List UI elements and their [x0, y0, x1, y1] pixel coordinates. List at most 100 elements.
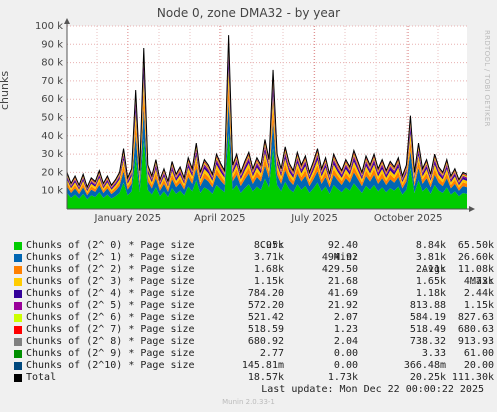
- value-min: 21.92: [327, 300, 358, 311]
- y-tick-label: 50 k: [41, 113, 63, 124]
- value-max: 680.63: [457, 324, 494, 335]
- legend-row: Total 18.57k 1.73k 20.25k 111.30k: [14, 372, 494, 384]
- legend-row: Chunks of (2^10) * Page size 145.81m 0.00 3…: [14, 360, 494, 372]
- legend-swatch: [14, 374, 22, 382]
- y-tick-label: 70 k: [41, 76, 63, 87]
- legend-row: Chunks of (2^ 9) * Page size 2.77 0.00 3.33…: [14, 348, 494, 360]
- legend-row: Chunks of (2^ 1) * Page size 3.71k 494.92 3…: [14, 252, 494, 264]
- x-tick-label: April 2025: [194, 213, 245, 224]
- y-tick-label: 30 k: [41, 149, 63, 160]
- value-avg: 3.33: [421, 348, 446, 359]
- value-min: 0.00: [333, 348, 358, 359]
- legend: Cur: Min: Avg: Max: Chunks of (2^ 0) * P…: [14, 228, 494, 384]
- value-avg: 813.88: [409, 300, 446, 311]
- series-name: Chunks of (2^ 5) * Page size: [26, 300, 195, 311]
- x-axis-arrow: [469, 206, 475, 212]
- header-cur: Cur:: [259, 240, 284, 251]
- series-area: [67, 133, 467, 209]
- x-tick-label: July 2025: [290, 213, 338, 224]
- header-min: Min:: [333, 252, 358, 263]
- series-name: Chunks of (2^ 2) * Page size: [26, 264, 195, 275]
- series-name: Total: [26, 372, 57, 383]
- legend-row: Chunks of (2^ 5) * Page size 572.20 21.92 8…: [14, 300, 494, 312]
- value-cur: 518.59: [247, 324, 284, 335]
- value-avg: 20.25k: [409, 372, 446, 383]
- y-tick-label: 20 k: [41, 167, 63, 178]
- series-name: Chunks of (2^10) * Page size: [26, 360, 195, 371]
- value-min: 21.68: [327, 276, 358, 287]
- value-cur: 18.57k: [247, 372, 284, 383]
- value-max: 827.63: [457, 312, 494, 323]
- series-name: Chunks of (2^ 9) * Page size: [26, 348, 195, 359]
- series-name: Chunks of (2^ 1) * Page size: [26, 252, 195, 263]
- y-axis-arrow: [64, 18, 70, 24]
- legend-row: Chunks of (2^ 3) * Page size 1.15k 21.68 1.…: [14, 276, 494, 288]
- plot-area: 10 k 20 k 30 k 40 k 50 k 60 k 70 k 80 k 90 k 100 …: [35, 18, 475, 224]
- series-area: [67, 100, 467, 200]
- value-avg: 8.84k: [415, 240, 446, 251]
- legend-swatch: [14, 278, 22, 286]
- value-min: 1.73k: [327, 372, 358, 383]
- value-avg: 3.81k: [415, 252, 446, 263]
- series-name: Chunks of (2^ 6) * Page size: [26, 312, 195, 323]
- legend-row: Chunks of (2^ 4) * Page size 784.20 41.69 1…: [14, 288, 494, 300]
- legend-row: Chunks of (2^ 8) * Page size 680.92 2.04 73…: [14, 336, 494, 348]
- munin-version: Munin 2.0.33-1: [222, 398, 275, 406]
- value-max: 65.50k: [457, 240, 494, 251]
- value-max: 11.08k: [457, 264, 494, 275]
- legend-swatch: [14, 254, 22, 262]
- value-avg: 366.48m: [403, 360, 446, 371]
- value-cur: 145.81m: [241, 360, 284, 371]
- value-max: 20.00: [463, 360, 494, 371]
- value-max: 61.00: [463, 348, 494, 359]
- x-tick-label: October 2025: [374, 213, 443, 224]
- value-cur: 521.42: [247, 312, 284, 323]
- value-avg: 1.65k: [415, 276, 446, 287]
- value-cur: 680.92: [247, 336, 284, 347]
- value-max: 111.30k: [451, 372, 494, 383]
- value-min: 1.23: [333, 324, 358, 335]
- value-max: 4.73k: [463, 276, 494, 287]
- legend-swatch: [14, 302, 22, 310]
- legend-row: Chunks of (2^ 0) * Page size 8.95k 92.40 8.…: [14, 240, 494, 252]
- x-tick-label: January 2025: [94, 213, 162, 224]
- value-min: 494.92: [321, 252, 358, 263]
- legend-row: Chunks of (2^ 6) * Page size 521.42 2.07 58…: [14, 312, 494, 324]
- value-cur: 572.20: [247, 300, 284, 311]
- series-name: Chunks of (2^ 8) * Page size: [26, 336, 195, 347]
- legend-row: Chunks of (2^ 7) * Page size 518.59 1.23 51…: [14, 324, 494, 336]
- series-name: Chunks of (2^ 7) * Page size: [26, 324, 195, 335]
- y-tick-label: 60 k: [41, 94, 63, 105]
- legend-swatch: [14, 326, 22, 334]
- value-min: 92.40: [327, 240, 358, 251]
- legend-swatch: [14, 290, 22, 298]
- value-cur: 1.15k: [253, 276, 284, 287]
- y-tick-label: 40 k: [41, 131, 63, 142]
- legend-swatch: [14, 242, 22, 250]
- value-avg: 2.11k: [415, 264, 446, 275]
- value-cur: 2.77: [259, 348, 284, 359]
- series-name: Chunks of (2^ 3) * Page size: [26, 276, 195, 287]
- header-max: Max:: [469, 276, 494, 287]
- value-cur: 1.68k: [253, 264, 284, 275]
- value-min: 2.07: [333, 312, 358, 323]
- legend-swatch: [14, 314, 22, 322]
- legend-header: Cur: Min: Avg: Max:: [14, 228, 494, 287]
- last-update: Last update: Mon Dec 22 00:00:22 2025: [261, 384, 484, 395]
- value-cur: 3.71k: [253, 252, 284, 263]
- value-max: 1.15k: [463, 300, 494, 311]
- value-avg: 518.49: [409, 324, 446, 335]
- y-tick-label: 10 k: [41, 186, 63, 197]
- value-max: 913.93: [457, 336, 494, 347]
- legend-swatch: [14, 350, 22, 358]
- chart-title: Node 0, zone DMA32 - by year: [156, 6, 341, 20]
- value-min: 429.50: [321, 264, 358, 275]
- value-cur: 8.95k: [253, 240, 284, 251]
- value-avg: 738.32: [409, 336, 446, 347]
- total-line: [66, 35, 468, 189]
- y-tick-label: 100 k: [35, 21, 63, 32]
- legend-swatch: [14, 266, 22, 274]
- y-tick-label: 80 k: [41, 58, 63, 69]
- legend-swatch: [14, 362, 22, 370]
